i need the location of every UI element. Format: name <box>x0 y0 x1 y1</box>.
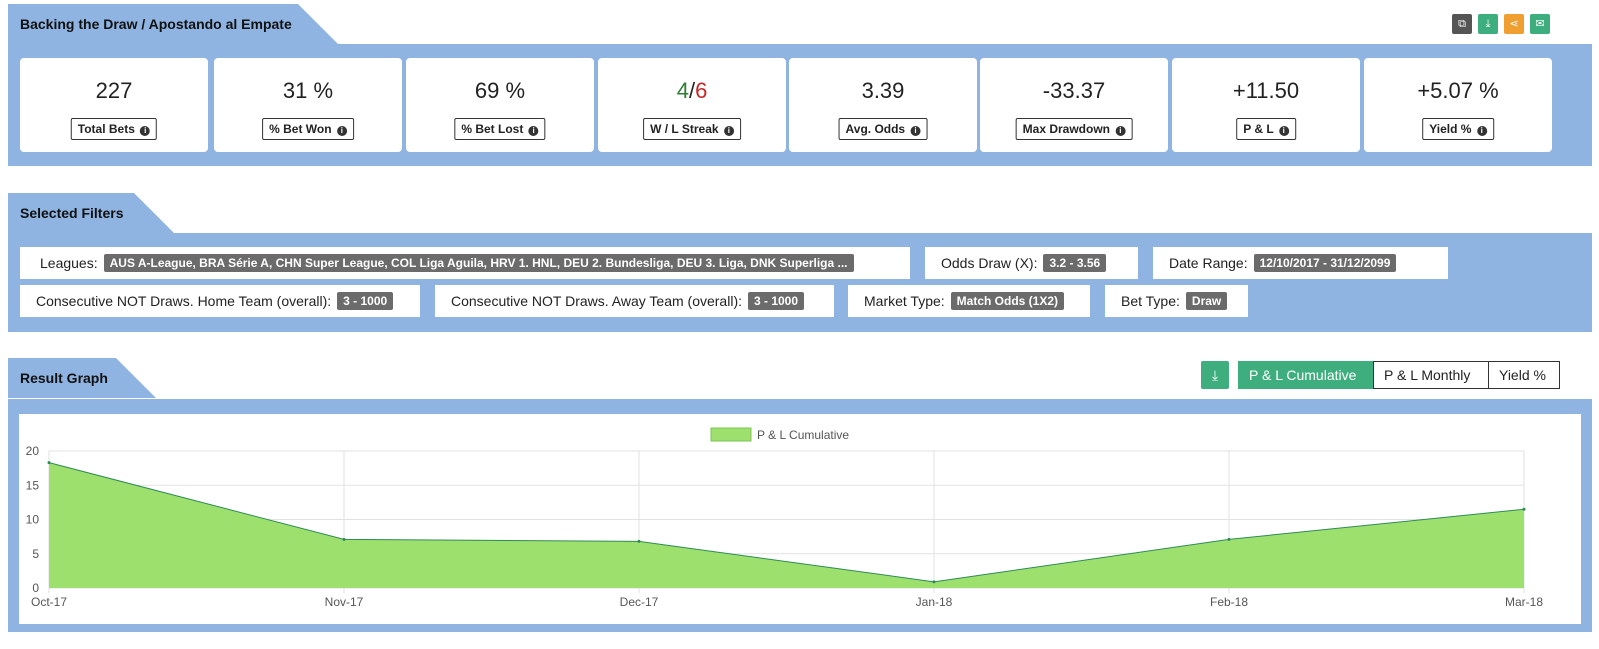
stat-value: -33.37 <box>1042 78 1106 103</box>
stat-value: 69 % <box>474 78 526 103</box>
series-area <box>49 462 1524 588</box>
copy-icon[interactable]: ⧉ <box>1452 14 1472 34</box>
stat-card-avg-odds: 3.39 Avg. Odds i <box>789 58 977 152</box>
x-tick-label: Jan-18 <box>916 595 953 609</box>
filter-value-tag: 3 - 1000 <box>748 292 805 310</box>
info-icon: i <box>1115 126 1126 136</box>
page-title: Backing the Draw / Apostando al Empate <box>20 16 292 32</box>
filter-value-tag: Match Odds (1X2) <box>950 292 1065 310</box>
filter-value-tag: AUS A-League, BRA Série A, CHN Super Lea… <box>103 254 854 272</box>
data-point <box>1227 537 1231 541</box>
page-title-tab: Backing the Draw / Apostando al Empate <box>8 4 338 44</box>
streak-separator: / <box>688 78 696 103</box>
stat-value: 3.39 <box>861 78 905 103</box>
download-icon[interactable]: ⤓ <box>1478 14 1498 34</box>
x-tick-label: Mar-18 <box>1505 595 1543 609</box>
stat-value: +11.50 <box>1232 78 1300 103</box>
filter-market-type: Market Type: Match Odds (1X2) <box>848 285 1090 317</box>
filter-not-draws-away: Consecutive NOT Draws. Away Team (overal… <box>435 285 834 317</box>
chart-container: 0 5 10 15 20 Oct-17 Nov-17 Dec-17 Jan-18 Feb-18 Ma… <box>19 414 1581 624</box>
filter-value-tag: 3 - 1000 <box>337 292 394 310</box>
legend-label: P & L Cumulative <box>757 428 849 442</box>
info-icon: i <box>910 126 921 136</box>
tab-pl-cumulative[interactable]: P & L Cumulative <box>1238 361 1373 389</box>
filter-not-draws-home: Consecutive NOT Draws. Home Team (overal… <box>20 285 420 317</box>
y-tick-label: 20 <box>26 444 40 458</box>
filter-value-tag: 12/10/2017 - 31/12/2099 <box>1253 254 1397 272</box>
stat-label-button[interactable]: Max Drawdown i <box>1015 118 1133 140</box>
stat-label-button[interactable]: P & L i <box>1236 118 1296 140</box>
tab-pl-monthly[interactable]: P & L Monthly <box>1373 361 1489 389</box>
stats-panel: 227 Total Bets i 31 % % Bet Won i 69 % %… <box>8 44 1592 166</box>
info-icon: i <box>1278 126 1289 136</box>
y-tick-label: 10 <box>26 513 40 527</box>
filter-odds-draw: Odds Draw (X): 3.2 - 3.56 <box>925 247 1138 279</box>
x-tick-label: Oct-17 <box>31 595 67 609</box>
stat-label-button[interactable]: W / L Streak i <box>643 118 741 140</box>
data-point <box>342 537 346 541</box>
loss-streak-value: 6 <box>695 78 708 103</box>
stat-value: +5.07 % <box>1417 78 1499 103</box>
series-line <box>48 462 1525 583</box>
stat-card-bet-lost: 69 % % Bet Lost i <box>406 58 594 152</box>
data-point <box>1522 507 1526 511</box>
y-tick-label: 0 <box>32 581 39 595</box>
info-icon: i <box>1476 126 1487 136</box>
stat-value: 4/6 <box>598 78 786 104</box>
x-tick-label: Feb-18 <box>1210 595 1248 609</box>
tab-yield[interactable]: Yield % <box>1488 361 1560 389</box>
stat-card-max-drawdown: -33.37 Max Drawdown i <box>980 58 1168 152</box>
download-chart-icon[interactable]: ⤓ <box>1201 361 1229 389</box>
filter-bet-type: Bet Type: Draw <box>1105 285 1248 317</box>
y-tick-label: 15 <box>26 478 40 492</box>
filters-title-tab: Selected Filters <box>8 193 174 233</box>
filters-title: Selected Filters <box>20 205 124 221</box>
stat-card-pl: +11.50 P & L i <box>1172 58 1360 152</box>
filter-value-tag: Draw <box>1185 292 1228 310</box>
data-point <box>637 539 641 543</box>
info-icon: i <box>528 126 539 136</box>
stat-label-button[interactable]: % Bet Won i <box>262 118 354 140</box>
info-icon: i <box>140 126 151 136</box>
info-icon: i <box>336 126 347 136</box>
info-icon: i <box>723 126 734 136</box>
filter-leagues: Leagues: AUS A-League, BRA Série A, CHN S… <box>20 247 910 279</box>
stat-label-button[interactable]: Avg. Odds i <box>838 118 928 140</box>
data-point <box>932 580 936 584</box>
email-icon[interactable]: ✉ <box>1530 14 1550 34</box>
graph-title: Result Graph <box>20 370 108 386</box>
win-streak-value: 4 <box>676 78 689 103</box>
stat-card-streak: 4/6 W / L Streak i <box>598 58 786 152</box>
share-icon[interactable]: ⋖ <box>1504 14 1524 34</box>
x-tick-label: Dec-17 <box>620 595 659 609</box>
filter-value-tag: 3.2 - 3.56 <box>1043 254 1107 272</box>
stat-label-button[interactable]: Total Bets i <box>70 118 158 140</box>
graph-title-tab: Result Graph <box>8 358 156 398</box>
filters-panel: Leagues: AUS A-League, BRA Série A, CHN S… <box>8 233 1592 332</box>
stat-card-bet-won: 31 % % Bet Won i <box>214 58 402 152</box>
legend-swatch <box>710 427 752 442</box>
stat-label-button[interactable]: Yield % i <box>1422 118 1494 140</box>
y-tick-label: 5 <box>32 547 39 561</box>
stat-value: 31 % <box>282 78 334 103</box>
data-point <box>47 461 51 465</box>
stat-card-total-bets: 227 Total Bets i <box>20 58 208 152</box>
stat-label-button[interactable]: % Bet Lost i <box>454 118 546 140</box>
x-tick-label: Nov-17 <box>325 595 364 609</box>
filter-date-range: Date Range: 12/10/2017 - 31/12/2099 <box>1153 247 1448 279</box>
stat-value: 227 <box>95 78 133 103</box>
stat-card-yield: +5.07 % Yield % i <box>1364 58 1552 152</box>
pl-cumulative-chart: 0 5 10 15 20 Oct-17 Nov-17 Dec-17 Jan-18 Feb-18 Ma… <box>26 427 1543 609</box>
